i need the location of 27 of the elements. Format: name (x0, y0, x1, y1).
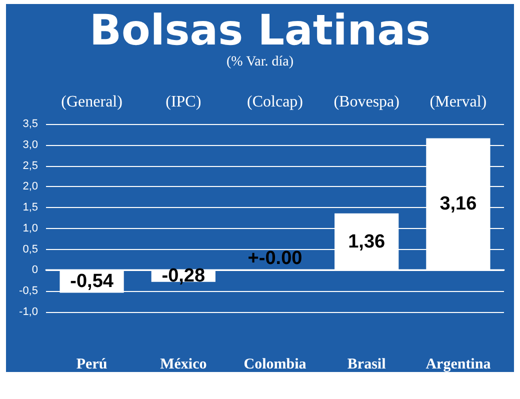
data-label: 3,16 (440, 194, 477, 215)
y-tick-label: 3,0 (22, 138, 38, 151)
y-tick-label: 0 (32, 264, 38, 276)
text: (Merval) (430, 94, 487, 110)
y-tick-label: 0,5 (22, 243, 38, 256)
text: (Bovespa) (334, 94, 400, 110)
y-tick-label: -1,0 (19, 306, 38, 318)
data-label: 1,36 (348, 231, 386, 252)
chart-title: Bolsas Latinas (89, 6, 431, 54)
y-tick-label: 1,0 (22, 222, 38, 234)
y-tick-label: -0,5 (19, 285, 38, 298)
y-tick-label: 1,5 (22, 202, 38, 214)
x-tick-label: Brasil (347, 356, 386, 372)
y-tick-label: 2,0 (22, 180, 38, 193)
data-label: -0,54 (70, 271, 114, 292)
y-tick-label: 2,5 (22, 160, 38, 172)
x-tick-label: Perú (76, 356, 108, 372)
x-tick-label: Colombia (244, 356, 307, 372)
data-label: -0,28 (162, 266, 206, 287)
text: (Colcap) (247, 94, 303, 110)
x-tick-label: Argentina (426, 356, 492, 372)
data-label: +-0.00 (248, 248, 302, 270)
text: (IPC) (166, 94, 202, 110)
chart-subtitle: (% Var. día) (226, 54, 294, 70)
text: (General) (61, 94, 122, 110)
x-tick-label: México (160, 356, 207, 372)
y-tick-label: 3,5 (22, 118, 38, 130)
